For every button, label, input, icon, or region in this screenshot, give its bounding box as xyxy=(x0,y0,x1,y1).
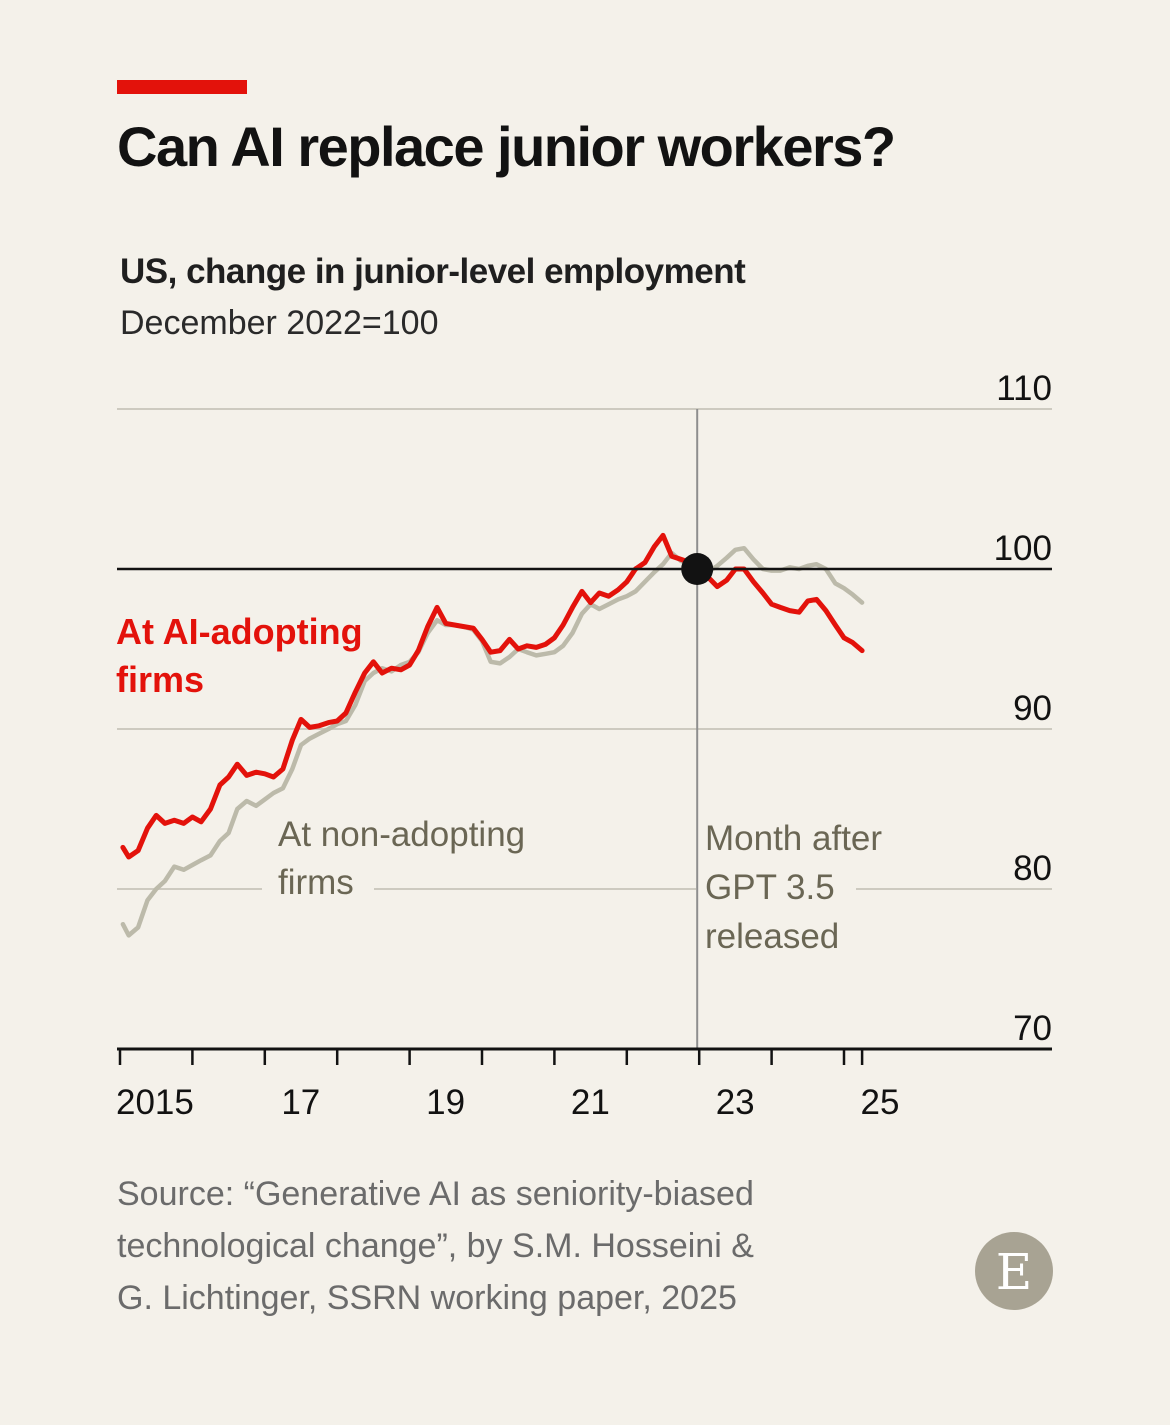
y-tick-label: 80 xyxy=(1013,849,1052,888)
y-tick-label: 70 xyxy=(1013,1009,1052,1048)
y-tick-label: 90 xyxy=(1013,689,1052,728)
x-tick-label: 25 xyxy=(861,1083,900,1122)
non-adopting-label: At non-adopting xyxy=(278,815,525,854)
logo-letter: E xyxy=(995,1243,1033,1301)
event-annotation: GPT 3.5 xyxy=(705,868,835,907)
event-marker xyxy=(681,553,714,585)
economist-logo: E xyxy=(975,1232,1053,1310)
event-annotation: Month after xyxy=(705,819,882,858)
non-adopting-label: firms xyxy=(278,863,354,902)
chart-unit-note: December 2022=100 xyxy=(120,304,439,342)
y-tick-label: 110 xyxy=(996,369,1052,408)
brand-accent-bar xyxy=(117,80,247,94)
y-tick-label: 100 xyxy=(994,529,1052,568)
ai-adopting-label: At AI-adopting xyxy=(116,611,363,652)
event-annotation: released xyxy=(705,917,839,956)
ai-adopting-label: firms xyxy=(116,659,204,700)
ai-adopting-series-line xyxy=(120,532,865,860)
chart-subtitle: US, change in junior-level employment xyxy=(120,252,746,291)
x-tick-label: 2015 xyxy=(116,1083,194,1122)
label-mask xyxy=(696,860,856,910)
source-line: Source: “Generative AI as seniority-bias… xyxy=(117,1175,754,1213)
x-tick-label: 19 xyxy=(426,1083,465,1122)
x-tick-label: 17 xyxy=(281,1083,320,1122)
x-tick-label: 23 xyxy=(716,1083,755,1122)
chart-title: Can AI replace junior workers? xyxy=(117,115,896,178)
source-note: Source: “Generative AI as seniority-bias… xyxy=(117,1168,877,1324)
x-tick-label: 21 xyxy=(571,1083,610,1122)
label-mask xyxy=(262,860,374,910)
source-line: technological change”, by S.M. Hosseini … xyxy=(117,1227,754,1265)
non-adopting-series-line xyxy=(120,545,865,938)
source-line: G. Lichtinger, SSRN working paper, 2025 xyxy=(117,1279,737,1317)
